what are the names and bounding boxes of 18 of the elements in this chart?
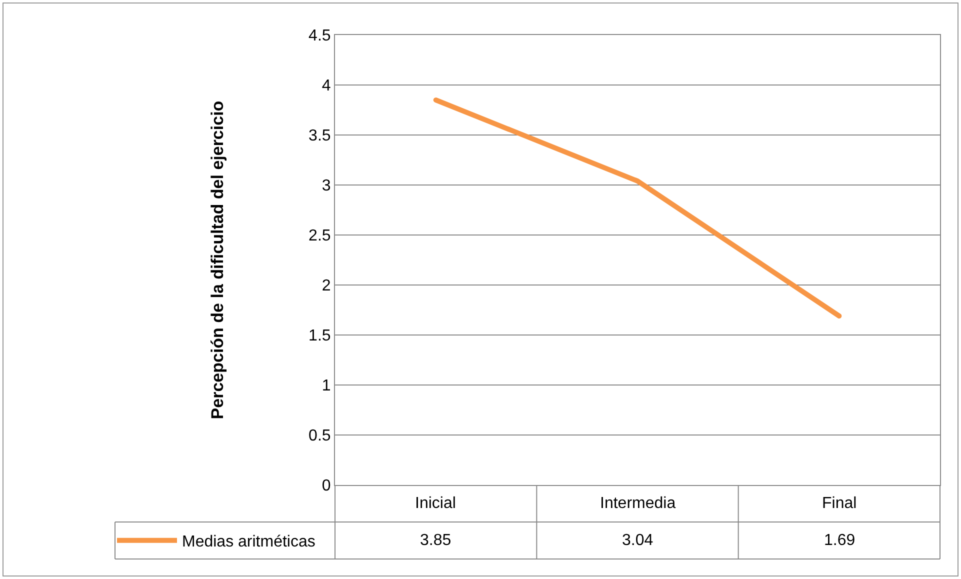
- y-tick-label: 1.5: [308, 328, 331, 345]
- y-axis-title: Percepción de la dificultad del ejercicio: [208, 100, 228, 420]
- y-tick-label: 4.5: [308, 28, 331, 45]
- y-tick-label: 4: [322, 78, 331, 95]
- y-tick-label: 0.5: [308, 428, 331, 445]
- y-tick-label: 3: [322, 178, 331, 195]
- y-tick-label: 1: [322, 378, 331, 395]
- x-tick-label: Final: [822, 495, 857, 512]
- data-label: 3.85: [420, 532, 452, 549]
- x-tick-label: Intermedia: [600, 495, 676, 512]
- y-tick-label: 3.5: [308, 128, 331, 145]
- y-tick-label: 2: [322, 278, 331, 295]
- x-tick-label: Inicial: [415, 495, 456, 512]
- legend-label: Medias aritméticas: [182, 534, 316, 551]
- y-tick-label: 0: [322, 478, 331, 495]
- data-label: 1.69: [824, 532, 856, 549]
- data-label: 3.04: [622, 532, 654, 549]
- y-tick-label: 2.5: [308, 228, 331, 245]
